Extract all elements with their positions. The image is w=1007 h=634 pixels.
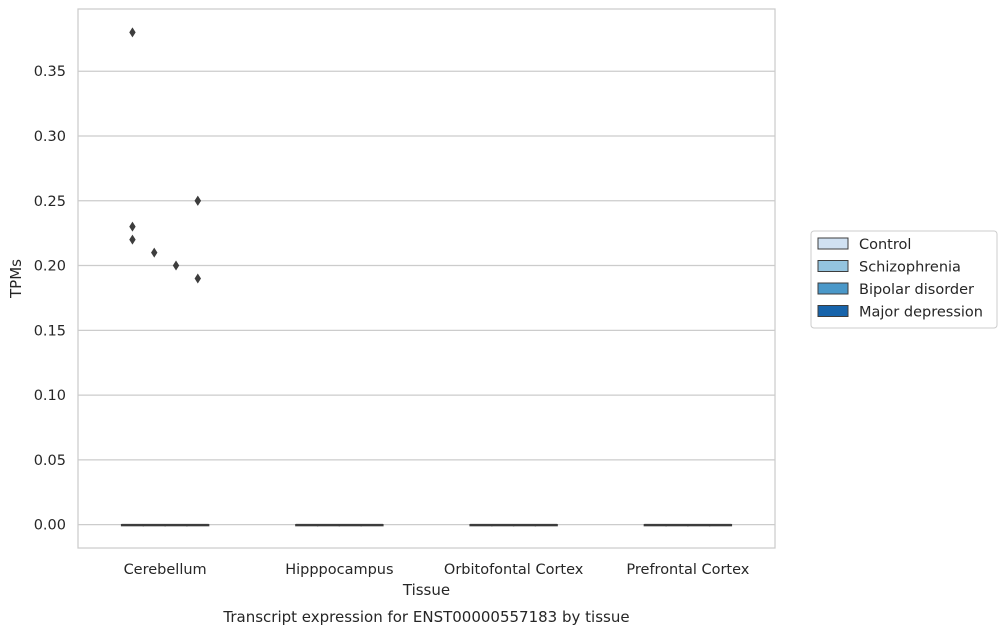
y-tick-label: 0.10: [34, 388, 66, 404]
y-tick-label: 0.15: [34, 323, 66, 339]
y-axis-ticks: 0.00 0.05 0.10 0.15 0.20 0.25 0.30 0.35: [34, 64, 66, 533]
legend-frame: [810, 230, 998, 329]
outlier-markers: [129, 27, 201, 284]
y-tick-label: 0.20: [34, 259, 66, 275]
box-groups: [120, 523, 733, 527]
legend-label: Major depression: [859, 305, 983, 321]
x-tick-label: Orbitofontal Cortex: [444, 562, 584, 578]
outlier-point: [129, 234, 136, 245]
x-tick-label: Cerebellum: [124, 562, 207, 578]
x-axis-ticks: Cerebellum Hipppocampus Orbitofontal Corte…: [124, 562, 750, 578]
legend-swatch: [817, 305, 849, 317]
legend-swatch: [817, 282, 849, 295]
x-tick-label: Hipppocampus: [285, 562, 393, 578]
outlier-point: [151, 247, 158, 258]
gridlines: [78, 70, 775, 526]
chart-title: Transcript expression for ENST0000055718…: [222, 608, 629, 626]
y-tick-label: 0.05: [34, 453, 66, 469]
y-axis-label: TPMs: [7, 259, 25, 299]
plot-area-frame: [77, 8, 776, 549]
outlier-point: [129, 221, 136, 232]
y-tick-label: 0.35: [34, 64, 66, 80]
legend: Control Schizophrenia Bipolar disorder Majo…: [810, 230, 998, 329]
y-tick-label: 0.30: [34, 129, 66, 145]
outlier-point: [194, 195, 201, 206]
y-tick-label: 0.00: [34, 518, 66, 534]
legend-swatch: [817, 260, 849, 272]
outlier-point: [129, 27, 136, 38]
legend-label: Bipolar disorder: [859, 282, 974, 298]
legend-swatch: [817, 237, 849, 250]
outlier-point: [194, 273, 201, 284]
legend-label: Control: [859, 237, 911, 253]
outlier-point: [172, 260, 180, 271]
y-tick-label: 0.25: [34, 194, 66, 210]
legend-label: Schizophrenia: [859, 260, 961, 276]
x-axis-label: Tissue: [402, 581, 450, 599]
x-tick-label: Prefrontal Cortex: [626, 562, 749, 578]
